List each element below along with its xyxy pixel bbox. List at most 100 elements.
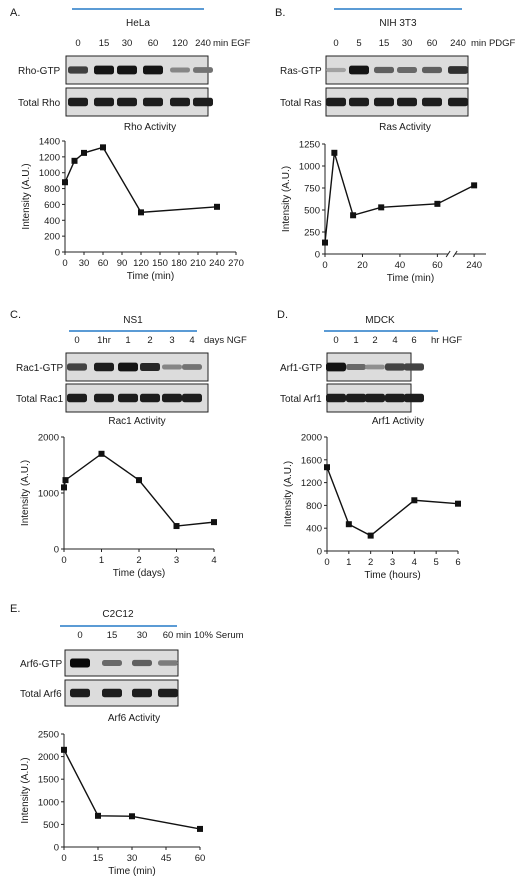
panel-b-band (349, 97, 369, 107)
panel-a-data-point (71, 157, 78, 164)
panel-e-data-point (197, 825, 203, 832)
panel-c-data-point (136, 477, 142, 484)
panel-b-treatment-unit-label: min PDGF (471, 38, 516, 49)
panel-a-y-tick-label: 1200 (39, 152, 60, 163)
panel-b-axis-break (452, 250, 458, 258)
panel-b-x-tick-label: 60 (432, 260, 443, 271)
panel-a-y-tick-label: 1400 (39, 137, 60, 148)
panel-a-timepoint-label: 60 (148, 38, 159, 49)
panel-d-cell-line-label: MDCK (365, 315, 395, 326)
panel-c-band (118, 393, 138, 403)
panel-d-timepoint-label: 2 (372, 335, 377, 346)
panel-d-band (326, 362, 346, 372)
panel-b-band (422, 97, 442, 107)
panel-d-letter: D. (277, 309, 288, 321)
panel-c-y-tick-label: 2000 (38, 433, 59, 444)
panel-a-timepoint-label: 240 (195, 38, 211, 49)
panel-e-x-axis-label: Time (min) (108, 866, 155, 877)
panel-c-timepoint-label: 1 (125, 335, 130, 346)
panel-e-blot-label: Total Arf6 (20, 689, 62, 700)
panel-d-band (385, 393, 405, 403)
panel-c-x-tick-label: 1 (99, 555, 104, 566)
panel-d-band (404, 363, 424, 371)
panel-d-data-point (367, 532, 374, 539)
panel-b-band (397, 97, 417, 107)
panel-b-y-tick-label: 750 (304, 184, 320, 195)
panel-a-band (117, 65, 137, 75)
panel-d-data-point (455, 500, 461, 507)
panel-d-data-point (324, 464, 330, 471)
panel-d-band (365, 393, 385, 403)
panel-d-y-tick-label: 2000 (301, 433, 322, 444)
panel-b-band (397, 67, 417, 73)
panel-b-timepoint-label: 60 (427, 38, 438, 49)
panel-a-timepoint-label: 30 (122, 38, 133, 49)
panel-a-timepoint-label: 0 (75, 38, 80, 49)
panel-a-series-line (64, 146, 218, 214)
panel-b-y-tick-label: 1000 (299, 162, 320, 173)
panel-a-band (193, 97, 213, 107)
panel-b-data-point (331, 149, 338, 156)
panel-d-x-tick-label: 2 (368, 557, 373, 568)
panel-b-blot-label: Ras-GTP (280, 66, 322, 77)
panel-c-data-point (173, 523, 180, 530)
panel-a-band (94, 97, 114, 107)
panel-e-x-tick-label: 45 (161, 853, 172, 864)
panel-e-timepoint-label: 0 (77, 630, 82, 641)
panel-a-y-tick-label: 600 (44, 200, 60, 211)
panel-a-band (143, 97, 163, 107)
panel-c-x-tick-label: 0 (61, 555, 66, 566)
panel-d-band (346, 364, 366, 370)
panel-a-blot-label: Total Rho (18, 98, 61, 109)
panel-b-band (349, 65, 369, 75)
panel-b-data-point (350, 212, 357, 219)
panel-d-y-tick-label: 1200 (301, 478, 322, 489)
panel-c-timepoint-label: 0 (74, 335, 79, 346)
panel-b-x-tick-label: 240 (466, 260, 482, 271)
panel-d-y-tick-label: 800 (306, 501, 322, 512)
panel-e-x-tick-label: 15 (93, 853, 104, 864)
panel-e-x-tick-label: 0 (61, 853, 66, 864)
panel-e-band (158, 688, 178, 698)
panel-e-x-tick-label: 30 (127, 853, 138, 864)
panel-e-y-tick-label: 2000 (38, 752, 59, 763)
panel-a-data-point (100, 144, 106, 151)
panel-c-band (67, 393, 87, 403)
panel-e-treatment-unit-label: min 10% Serum (176, 630, 244, 641)
panel-c-data-point (211, 519, 217, 526)
panel-d-data-point (345, 521, 352, 528)
panel-a-band (94, 65, 114, 75)
panel-e-band (70, 688, 90, 698)
panel-b-data-point (378, 204, 385, 211)
panel-e-band (102, 688, 122, 698)
panel-d-x-tick-label: 5 (434, 557, 439, 568)
panel-a-x-tick-label: 180 (171, 258, 187, 269)
panel-a-y-tick-label: 400 (44, 216, 60, 227)
panel-b-chart-title: Ras Activity (379, 122, 431, 133)
panel-a-band (193, 67, 213, 73)
panel-b-data-point (322, 239, 328, 246)
panel-e-data-point (61, 746, 67, 753)
panel-e-band (102, 660, 122, 666)
panel-b-cell-line-label: NIH 3T3 (379, 18, 417, 29)
panel-c-band (162, 393, 182, 403)
panel-b-band (326, 97, 346, 107)
panel-e-blot-label: Arf6-GTP (20, 659, 63, 670)
panel-a-data-point (214, 203, 220, 210)
panel-e-band (132, 688, 152, 698)
panel-b-timepoint-label: 5 (356, 38, 361, 49)
panel-d-blot-label: Arf1-GTP (280, 363, 323, 374)
panel-d-blot-label: Total Arf1 (280, 394, 322, 405)
panel-a-data-point (81, 149, 87, 156)
panel-a-x-tick-label: 150 (152, 258, 168, 269)
panel-c-timepoint-label: 2 (147, 335, 152, 346)
panel-c-band (182, 393, 202, 403)
panel-c-band (94, 362, 114, 372)
panel-b-y-tick-label: 1250 (299, 140, 320, 151)
panel-c-x-tick-label: 2 (136, 555, 141, 566)
panel-e-data-point (95, 812, 101, 819)
panel-c-chart-title: Rac1 Activity (108, 416, 165, 427)
panel-a-y-tick-label: 1000 (39, 168, 60, 179)
panel-a-x-axis-label: Time (min) (127, 271, 174, 282)
panel-d-x-tick-label: 6 (455, 557, 460, 568)
